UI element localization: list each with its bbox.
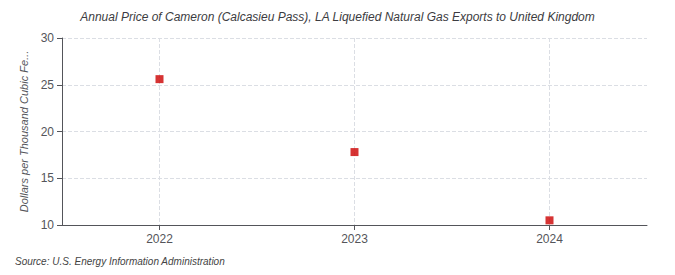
svg-text:2024: 2024	[536, 232, 563, 246]
svg-text:25: 25	[41, 78, 55, 92]
svg-text:Annual Price of Cameron (Calca: Annual Price of Cameron (Calcasieu Pass)…	[79, 10, 594, 24]
svg-text:20: 20	[41, 125, 55, 139]
svg-text:Dollars per Thousand Cubic Fe.: Dollars per Thousand Cubic Fe...	[18, 51, 30, 212]
svg-text:15: 15	[41, 171, 55, 185]
svg-text:30: 30	[41, 31, 55, 45]
svg-text:Source: U.S. Energy Informatio: Source: U.S. Energy Information Administ…	[15, 256, 225, 267]
svg-text:2023: 2023	[341, 232, 368, 246]
svg-text:10: 10	[41, 218, 55, 232]
svg-text:2022: 2022	[146, 232, 173, 246]
